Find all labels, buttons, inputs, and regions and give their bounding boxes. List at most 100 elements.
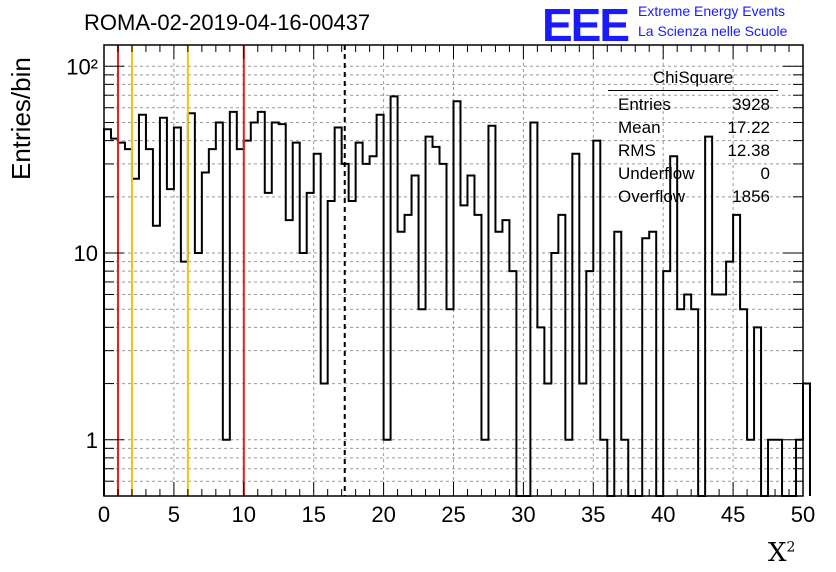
histogram-bin bbox=[775, 440, 782, 496]
histogram-bin bbox=[426, 137, 433, 496]
x-tick-label: 35 bbox=[581, 502, 605, 527]
histogram-bin bbox=[495, 232, 502, 496]
x-axis-label: X2 bbox=[768, 538, 795, 568]
histogram-bin bbox=[474, 215, 481, 496]
histogram-bin bbox=[153, 226, 160, 496]
histogram-bin bbox=[139, 115, 146, 496]
histogram-bin bbox=[391, 96, 398, 496]
histogram-bin bbox=[237, 149, 244, 496]
histogram-bin bbox=[174, 128, 181, 496]
histogram-bin bbox=[244, 141, 251, 496]
histogram-bin bbox=[621, 440, 628, 496]
histogram-bin bbox=[565, 440, 572, 496]
histogram-bin bbox=[677, 309, 684, 496]
histogram-bin bbox=[132, 179, 139, 496]
histogram-bin bbox=[202, 172, 209, 496]
x-tick-label: 0 bbox=[98, 502, 110, 527]
histogram-bin bbox=[558, 215, 565, 496]
histogram-bin bbox=[104, 129, 111, 496]
histogram-bin bbox=[663, 271, 670, 496]
histogram-bin bbox=[209, 149, 216, 496]
histogram-bin bbox=[481, 440, 488, 496]
histogram-bin bbox=[467, 176, 474, 496]
histogram-bin bbox=[356, 143, 363, 496]
x-axis-label-base: X bbox=[768, 538, 787, 568]
histogram-bin bbox=[600, 440, 607, 496]
histogram-bin bbox=[321, 384, 328, 496]
histogram-bin bbox=[167, 189, 174, 496]
histogram-bin bbox=[118, 143, 125, 496]
x-tick-label: 15 bbox=[301, 502, 325, 527]
histogram-bin bbox=[649, 232, 656, 496]
histogram-bin bbox=[803, 384, 810, 496]
histogram-bin bbox=[384, 440, 391, 496]
histogram-bin bbox=[726, 262, 733, 496]
x-tick-label: 45 bbox=[721, 502, 745, 527]
y-tick-label: 1 bbox=[86, 428, 98, 453]
histogram-bin bbox=[719, 294, 726, 496]
histogram-bin bbox=[614, 232, 621, 496]
stats-label: Entries bbox=[618, 95, 671, 114]
histogram-bin bbox=[286, 220, 293, 496]
histogram-bin bbox=[544, 384, 551, 496]
stats-value: 17.22 bbox=[727, 118, 770, 137]
stats-row-rms: RMS 12.38 bbox=[608, 139, 778, 162]
histogram-bin bbox=[419, 309, 426, 496]
run-title: ROMA-02-2019-04-16-00437 bbox=[84, 10, 371, 35]
histogram-bin bbox=[733, 215, 740, 496]
histogram-bin bbox=[307, 193, 314, 496]
histogram-bin bbox=[216, 122, 223, 496]
stats-value: 3928 bbox=[732, 95, 770, 114]
brand-line-2: La Scienza nelle Scuole bbox=[638, 23, 788, 39]
histogram-bin bbox=[377, 115, 384, 496]
stats-label: Mean bbox=[618, 118, 661, 137]
stats-row-mean: Mean 17.22 bbox=[608, 116, 778, 139]
histogram-bin bbox=[314, 154, 321, 496]
histogram-bin bbox=[691, 309, 698, 496]
x-tick-label: 5 bbox=[168, 502, 180, 527]
histogram-bin bbox=[293, 143, 300, 496]
histogram-bin bbox=[579, 384, 586, 496]
stats-label: Underflow bbox=[618, 164, 695, 183]
x-tick-label: 50 bbox=[791, 502, 815, 527]
histogram-bin bbox=[509, 271, 516, 496]
y-tick-label: 10 bbox=[74, 241, 98, 266]
stats-row-overflow: Overflow 1856 bbox=[608, 185, 778, 208]
histogram-bin bbox=[146, 149, 153, 496]
histogram-bin bbox=[537, 327, 544, 496]
histogram-bin bbox=[440, 164, 447, 496]
histogram-bin bbox=[433, 147, 440, 496]
histogram-bin bbox=[460, 205, 467, 496]
histogram-bin bbox=[125, 149, 132, 496]
histogram-bin bbox=[300, 253, 307, 496]
stats-box-title: ChiSquare bbox=[608, 68, 778, 91]
histogram-bin bbox=[265, 193, 272, 496]
histogram-bin bbox=[593, 141, 600, 496]
histogram-bin bbox=[754, 327, 761, 496]
histogram-bin bbox=[412, 176, 419, 496]
x-tick-label: 25 bbox=[441, 502, 465, 527]
stats-label: Overflow bbox=[618, 187, 686, 206]
histogram-bin bbox=[335, 128, 342, 496]
histogram-bin bbox=[398, 232, 405, 496]
stats-value: 12.38 bbox=[727, 141, 770, 160]
histogram-bin bbox=[370, 156, 377, 496]
histogram-bin bbox=[251, 122, 258, 496]
stats-value: 1856 bbox=[732, 187, 770, 206]
histogram-bin bbox=[342, 164, 349, 496]
stats-row-underflow: Underflow 0 bbox=[608, 162, 778, 185]
histogram-bin bbox=[188, 113, 195, 496]
histogram-bin bbox=[768, 440, 775, 496]
histogram-bin bbox=[642, 238, 649, 496]
histogram-bin bbox=[160, 118, 167, 496]
brand-line-1: Extreme Energy Events bbox=[638, 3, 786, 19]
stats-value: 0 bbox=[760, 164, 770, 183]
histogram-bin bbox=[747, 440, 754, 496]
histogram-bin bbox=[740, 309, 747, 496]
histogram-bin bbox=[405, 215, 412, 496]
histogram-bin bbox=[363, 164, 370, 496]
x-axis-label-superscript: 2 bbox=[786, 539, 796, 556]
histogram-bin bbox=[328, 201, 335, 496]
x-tick-label: 10 bbox=[232, 502, 256, 527]
